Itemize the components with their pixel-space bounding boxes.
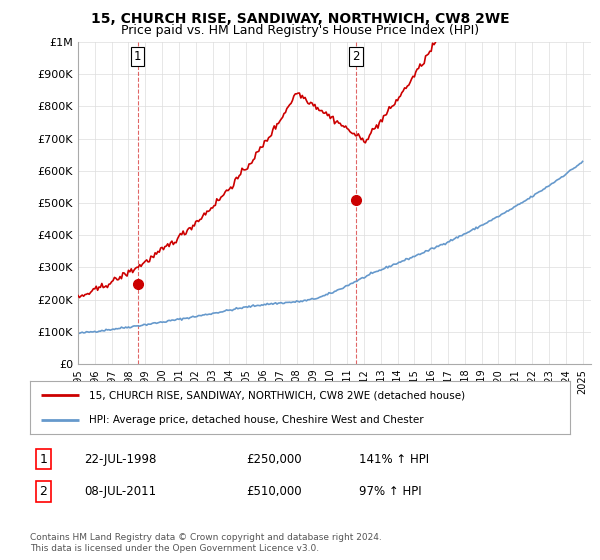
Text: 2: 2 bbox=[40, 485, 47, 498]
Text: 2: 2 bbox=[352, 50, 359, 63]
Text: 22-JUL-1998: 22-JUL-1998 bbox=[84, 452, 157, 465]
Text: 15, CHURCH RISE, SANDIWAY, NORTHWICH, CW8 2WE: 15, CHURCH RISE, SANDIWAY, NORTHWICH, CW… bbox=[91, 12, 509, 26]
Text: Contains HM Land Registry data © Crown copyright and database right 2024.
This d: Contains HM Land Registry data © Crown c… bbox=[30, 533, 382, 553]
Text: 97% ↑ HPI: 97% ↑ HPI bbox=[359, 485, 422, 498]
Text: HPI: Average price, detached house, Cheshire West and Chester: HPI: Average price, detached house, Ches… bbox=[89, 414, 424, 424]
Text: Price paid vs. HM Land Registry's House Price Index (HPI): Price paid vs. HM Land Registry's House … bbox=[121, 24, 479, 37]
Text: £510,000: £510,000 bbox=[246, 485, 302, 498]
Text: 1: 1 bbox=[134, 50, 142, 63]
Text: £250,000: £250,000 bbox=[246, 452, 302, 465]
Text: 1: 1 bbox=[40, 452, 47, 465]
Text: 15, CHURCH RISE, SANDIWAY, NORTHWICH, CW8 2WE (detached house): 15, CHURCH RISE, SANDIWAY, NORTHWICH, CW… bbox=[89, 390, 466, 400]
Text: 141% ↑ HPI: 141% ↑ HPI bbox=[359, 452, 430, 465]
Text: 08-JUL-2011: 08-JUL-2011 bbox=[84, 485, 156, 498]
